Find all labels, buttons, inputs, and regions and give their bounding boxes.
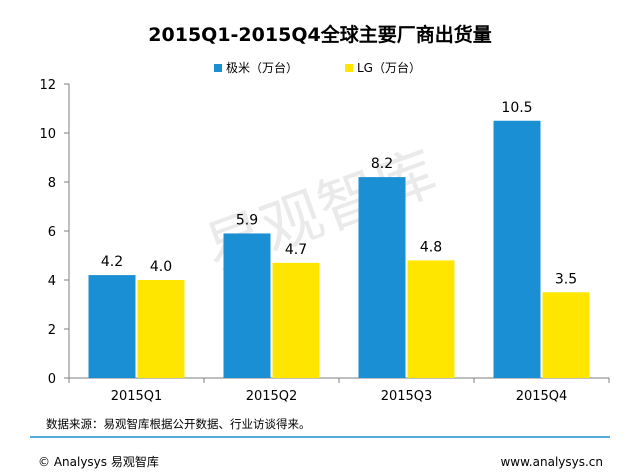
legend-swatch-lg: [345, 64, 353, 72]
x-tick-label: 2015Q2: [246, 389, 298, 404]
legend-label-lg: LG（万台）: [357, 60, 421, 75]
data-label-lg: 4.7: [285, 242, 307, 258]
bar-lg: [137, 280, 185, 378]
footer-copyright: © Analysys 易观智库: [38, 454, 159, 469]
legend-swatch-jimi: [214, 64, 222, 72]
bar-jimi: [88, 275, 136, 378]
data-label-jimi: 8.2: [371, 156, 393, 172]
data-label-lg: 3.5: [555, 271, 577, 287]
plot-area: 0 2 4 6 8 10 12 2015Q1 4.2 4.0 2015Q2 5.9 4.7 2015Q3 8…: [39, 78, 610, 404]
data-label-jimi: 10.5: [501, 100, 532, 116]
data-label-jimi: 4.2: [101, 254, 123, 270]
footer-website: www.analysys.cn: [500, 455, 603, 469]
y-tick-label: 12: [39, 78, 56, 93]
bar-jimi: [493, 120, 541, 378]
chart-title: 2015Q1-2015Q4全球主要厂商出货量: [148, 23, 491, 46]
bar-jimi: [358, 177, 406, 378]
y-tick-label: 10: [39, 127, 56, 142]
bar-lg: [272, 262, 320, 378]
x-tick-label: 2015Q3: [381, 389, 433, 404]
y-tick-label: 8: [48, 176, 56, 191]
data-label-lg: 4.0: [150, 259, 172, 275]
x-tick-label: 2015Q1: [111, 389, 163, 404]
y-tick-label: 2: [48, 323, 56, 338]
source-note: 数据来源：易观智库根据公开数据、行业访谈得来。: [46, 417, 311, 431]
data-label-jimi: 5.9: [236, 212, 258, 228]
legend: 极米（万台） LG（万台）: [214, 60, 421, 75]
legend-label-jimi: 极米（万台）: [226, 60, 298, 75]
data-label-lg: 4.8: [420, 239, 442, 255]
y-tick-label: 4: [48, 274, 56, 289]
bar-jimi: [223, 233, 271, 378]
bar-lg: [542, 292, 590, 378]
x-tick-label: 2015Q4: [516, 389, 568, 404]
bar-lg: [407, 260, 455, 378]
y-tick-label: 0: [48, 372, 56, 387]
y-tick-label: 6: [48, 225, 56, 240]
